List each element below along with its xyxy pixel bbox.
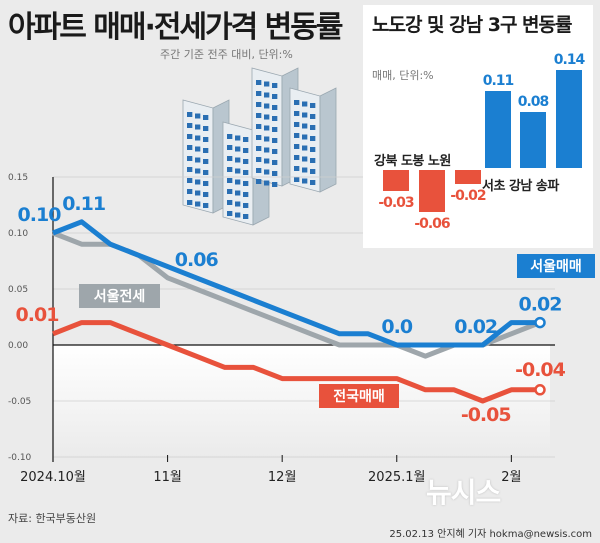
credit-line: 25.02.13 안지혜 기자 hokma@newsis.com [389,529,592,540]
data-label: 0.10 [18,204,62,226]
x-tick-label: 2024.10월 [20,470,86,485]
newsis-logo: 뉴시스 [426,476,501,509]
y-tick-label: -0.05 [8,397,31,407]
inset-group-positive-label: 서초 강남 송파 [482,179,559,194]
page-title: 아파트 매매·전세가격 변동률 [8,10,343,45]
x-tick-label: 2025.1월 [368,470,425,485]
y-tick-label: -0.10 [8,453,32,463]
inset-bar-chart: 노도강 및 강남 3구 변동률 매매, 단위:% 강북 도봉 노원 서초 강남 … [363,5,593,248]
y-tick-label: 0.05 [8,285,28,295]
y-tick-label: 0.10 [8,229,28,239]
series-line-0 [52,219,540,348]
inset-value-label: 0.14 [554,52,586,68]
data-label: -0.04 [515,359,566,381]
end-marker [534,316,546,329]
inset-bars: -0.03-0.06-0.02 0.110.08 0.14 [378,52,586,232]
x-tick-label: 11월 [153,470,182,485]
apartment-buildings-illustration [182,67,337,226]
svg-text:서울매매: 서울매매 [530,258,582,275]
building-icon [182,99,230,214]
inset-bar [556,70,582,168]
inset-bar [383,170,409,191]
data-label: 0.0 [381,316,412,338]
data-label: 0.02 [454,316,497,338]
inset-value-label: -0.03 [378,195,414,211]
inset-value-label: 0.08 [518,94,549,110]
inset-title: 노도강 및 강남 3구 변동률 [372,14,572,36]
y-tick-label: 0.00 [8,341,28,351]
y-tick-label: 0.15 [8,173,28,183]
data-label: 0.02 [519,294,562,316]
source-note: 자료: 한국부동산원 [8,512,97,525]
series-name-label: 서울매매 [517,254,595,278]
inset-unit: 매매, 단위:% [372,69,434,82]
inset-bar [520,112,546,168]
data-label: 0.06 [175,249,219,271]
chart-subtitle: 주간 기준 전주 대비, 단위:% [160,48,293,61]
inset-group-negative-label: 강북 도봉 노원 [374,154,451,169]
inset-bar [419,170,445,212]
inset-value-label: -0.06 [414,216,450,232]
series-line-2 [52,320,540,404]
series-name-label: 서울전세 [79,284,160,308]
svg-text:서울전세: 서울전세 [94,288,146,305]
svg-text:전국매매: 전국매매 [333,388,385,405]
data-label: 0.01 [16,304,59,326]
data-label: 0.11 [62,193,105,215]
data-label: -0.05 [461,404,511,426]
building-icon [289,87,337,193]
end-marker [534,384,546,396]
inset-value-label: -0.02 [450,188,486,204]
x-tick-label: 12월 [268,470,297,485]
series-name-label: 전국매매 [319,384,399,408]
inset-bar [455,170,481,184]
x-tick-label: 2월 [501,470,521,485]
inset-bar [485,91,511,168]
inset-value-label: 0.11 [483,73,514,89]
